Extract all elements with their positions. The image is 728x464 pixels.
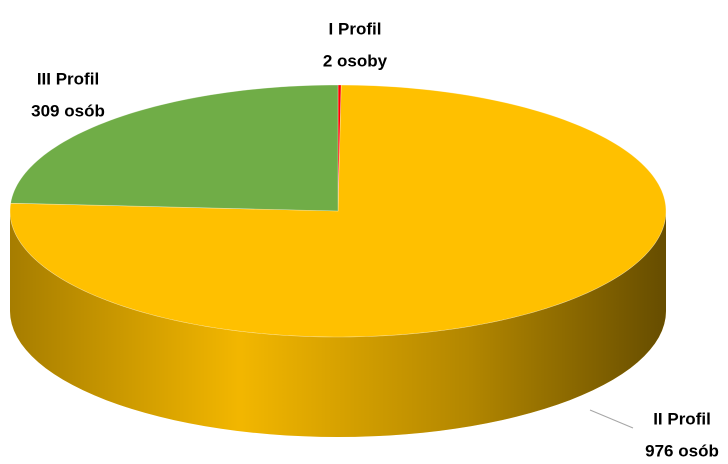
slice <box>10 84 339 212</box>
slice-label: II Profil <box>653 409 711 428</box>
slice-label: I Profil <box>329 19 382 38</box>
side-shade <box>10 211 666 437</box>
slice-value-label: 309 osób <box>31 101 105 120</box>
slice-value-label: 2 osoby <box>323 51 388 70</box>
slice-label: III Profil <box>37 69 99 88</box>
leader-line <box>589 409 634 429</box>
slice-value-label: 976 osób <box>645 441 719 460</box>
